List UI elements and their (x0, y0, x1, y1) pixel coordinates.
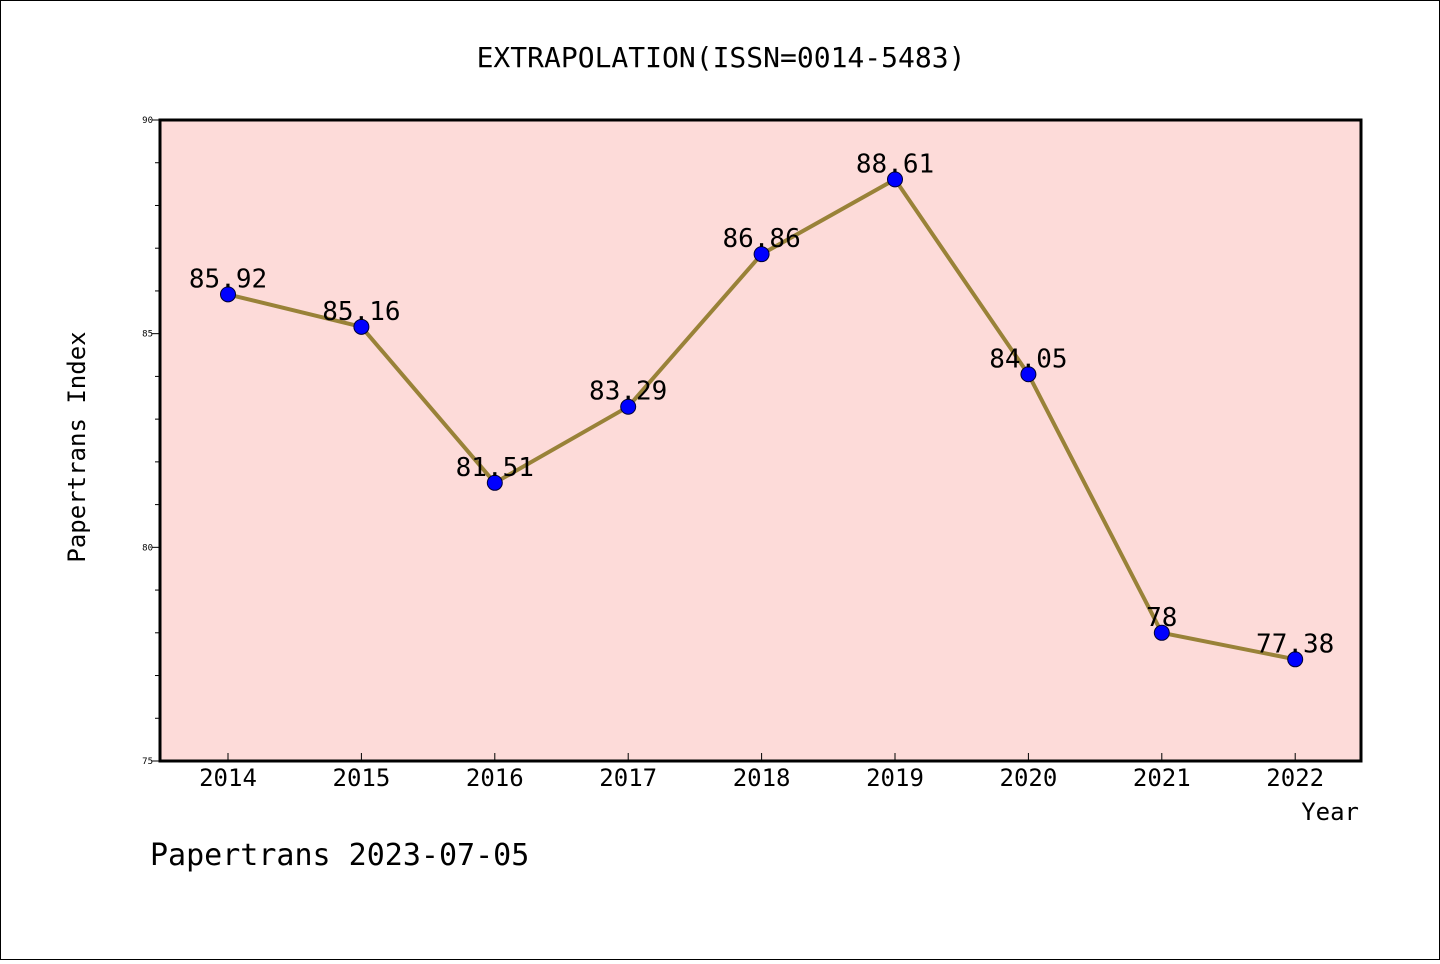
y-axis: 75 80 85 90 (142, 116, 160, 767)
x-tick-label: 2019 (866, 764, 924, 792)
y-tick-label: 80 (142, 543, 153, 553)
data-markers (220, 171, 1304, 668)
x-tick-label: 2018 (733, 764, 791, 792)
y-axis-label: Papertrans Index (63, 331, 91, 562)
data-point-marker (353, 318, 370, 335)
x-tick-label: 2016 (466, 764, 524, 792)
data-point-marker (753, 246, 770, 263)
data-point-marker (887, 171, 903, 188)
plot-area (158, 118, 1363, 763)
data-label: 85.92 (189, 264, 267, 294)
data-label: 77.38 (1256, 629, 1334, 659)
x-tick-label: 2020 (1000, 764, 1058, 792)
data-point-marker (220, 286, 236, 303)
data-label: 86.86 (722, 224, 800, 254)
footer-credit: Papertrans 2023-07-05 (150, 838, 529, 873)
data-point-marker (1020, 366, 1037, 383)
x-tick-label: 2015 (333, 764, 391, 792)
data-label: 78 (1146, 603, 1177, 633)
data-label: 81.51 (456, 453, 534, 483)
data-point-marker (486, 474, 503, 491)
x-axis: 2014 2015 2016 2017 2018 2019 2020 2021 2022 (199, 753, 1324, 792)
data-point-marker (1153, 624, 1170, 641)
data-point-marker (620, 398, 637, 415)
data-label: 83.29 (589, 377, 667, 407)
data-label: 88.61 (856, 149, 934, 179)
y-tick-label: 75 (142, 757, 153, 767)
data-point-marker (1287, 651, 1304, 668)
x-tick-label: 2022 (1266, 764, 1324, 792)
data-labels: 85.92 85.16 81.51 83.29 86.86 88.61 84.05 78 77.… (189, 149, 1334, 659)
x-tick-label: 2014 (199, 764, 257, 792)
x-axis-label: Year (1301, 798, 1359, 826)
y-tick-label: 85 (142, 330, 153, 340)
y-tick-label: 90 (142, 116, 153, 126)
x-tick-label: 2017 (599, 764, 657, 792)
chart-title: EXTRAPOLATION(ISSN=0014-5483) (477, 41, 966, 74)
data-label: 84.05 (989, 344, 1067, 374)
data-label: 85.16 (322, 297, 400, 327)
x-tick-label: 2021 (1133, 764, 1191, 792)
